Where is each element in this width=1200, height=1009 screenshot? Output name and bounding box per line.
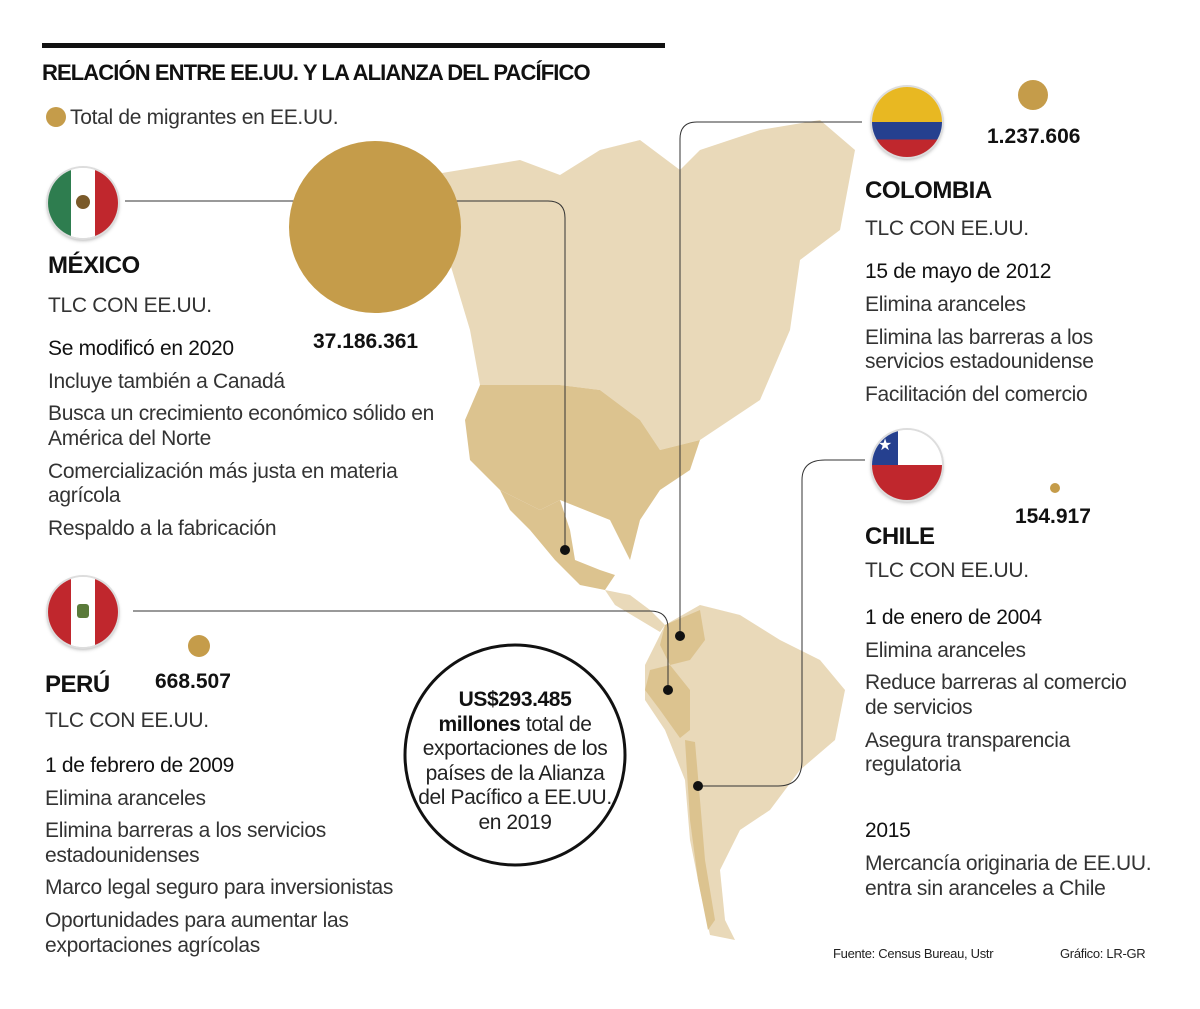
- chile-date: 1 de enero de 2004: [865, 606, 1042, 629]
- colombia-dot: [675, 631, 685, 641]
- chile-connector: [698, 459, 865, 787]
- chile-dot: [693, 781, 703, 791]
- peru-name: PERÚ: [45, 671, 110, 698]
- chile-migrants: 154.917: [1015, 505, 1091, 528]
- colombia-flag-icon: [872, 87, 942, 157]
- peru-migrants-bubble: [188, 635, 210, 657]
- exports-line: en 2019: [478, 810, 552, 834]
- peru-flag-icon: [48, 577, 118, 647]
- peru-item: Marco legal seguro para inversionistas: [45, 876, 394, 899]
- chile-name: CHILE: [865, 523, 935, 550]
- chile-item: de servicios: [865, 696, 973, 719]
- colombia-migrants-bubble: [1018, 80, 1048, 110]
- footer-source: Fuente: Census Bureau, Ustr: [833, 946, 994, 961]
- peru-migrants: 668.507: [155, 670, 231, 693]
- exports-line: exportaciones de los: [422, 737, 608, 760]
- mexico-item: Incluye también a Canadá: [48, 370, 285, 393]
- canada-land: [430, 120, 855, 450]
- exports-amount: US$293.485: [458, 688, 572, 711]
- peru-item: Elimina aranceles: [45, 787, 206, 810]
- page-title: RELACIÓN ENTRE EE.UU. Y LA ALIANZA DEL P…: [42, 60, 591, 85]
- mexico-item: Respaldo a la fabricación: [48, 517, 277, 540]
- mexico-flag-icon: [48, 168, 118, 238]
- legend-label: Total de migrantes en EE.UU.: [70, 106, 339, 129]
- peru-date: 1 de febrero de 2009: [45, 754, 234, 777]
- peru-item: estadounidenses: [45, 844, 200, 867]
- chile-item2: Mercancía originaria de EE.UU.: [865, 852, 1152, 875]
- colombia-item: Facilitación del comercio: [865, 383, 1088, 406]
- exports-line: del Pacífico a EE.UU.: [418, 786, 612, 809]
- usa-land: [465, 385, 700, 560]
- chile-land: [685, 740, 715, 930]
- mexico-connector: [125, 200, 566, 550]
- peru-item: Elimina barreras a los servicios: [45, 819, 326, 842]
- chile-item: regulatoria: [865, 753, 961, 776]
- colombia-connector: [679, 121, 862, 636]
- mexico-item: América del Norte: [48, 427, 211, 450]
- peru-item: exportaciones agrícolas: [45, 934, 260, 957]
- peru-item: Oportunidades para aumentar las: [45, 909, 349, 932]
- exports-text: US$293.485 millones total de exportacion…: [405, 688, 625, 835]
- mexico-date: Se modificó en 2020: [48, 337, 234, 360]
- mexico-migrants-bubble: [289, 141, 461, 313]
- mexico-item: agrícola: [48, 484, 121, 507]
- mexico-migrants: 37.186.361: [313, 330, 419, 353]
- exports-line: países de la Alianza: [425, 761, 605, 785]
- colombia-migrants: 1.237.606: [987, 125, 1081, 148]
- peru-land: [645, 665, 690, 738]
- chile-item: Reduce barreras al comercio: [865, 671, 1127, 694]
- colombia-item: Elimina las barreras a los: [865, 326, 1093, 349]
- legend-dot: [46, 107, 66, 127]
- exports-unit: millones: [438, 712, 521, 736]
- mexico-land: [500, 490, 615, 590]
- colombia-name: COLOMBIA: [865, 177, 992, 204]
- peru-connector: [133, 610, 669, 690]
- top-rule: [42, 43, 665, 48]
- exports-circle: [403, 643, 627, 867]
- chile-flag-icon: ★: [872, 430, 942, 500]
- chile-item: Elimina aranceles: [865, 639, 1026, 662]
- chile-migrants-bubble: [1050, 483, 1060, 493]
- chile-tlc: TLC CON EE.UU.: [865, 559, 1029, 582]
- footer-credit: Gráfico: LR-GR: [1060, 946, 1146, 961]
- colombia-item: servicios estadounidense: [865, 350, 1094, 373]
- chile-item: Asegura transparencia: [865, 729, 1070, 752]
- mexico-item: Busca un crecimiento económico sólido en: [48, 402, 435, 425]
- peru-tlc: TLC CON EE.UU.: [45, 709, 209, 732]
- mexico-item: Comercialización más justa en materia: [48, 460, 398, 483]
- peru-dot: [663, 685, 673, 695]
- mexico-tlc: TLC CON EE.UU.: [48, 294, 212, 317]
- colombia-item: Elimina aranceles: [865, 293, 1026, 316]
- mexico-name: MÉXICO: [48, 252, 140, 279]
- colombia-tlc: TLC CON EE.UU.: [865, 217, 1029, 240]
- colombia-date: 15 de mayo de 2012: [865, 260, 1052, 283]
- chile-item2: entra sin aranceles a Chile: [865, 877, 1106, 900]
- chile-year2: 2015: [865, 819, 911, 842]
- exports-line: total de: [525, 712, 592, 736]
- mexico-dot: [560, 545, 570, 555]
